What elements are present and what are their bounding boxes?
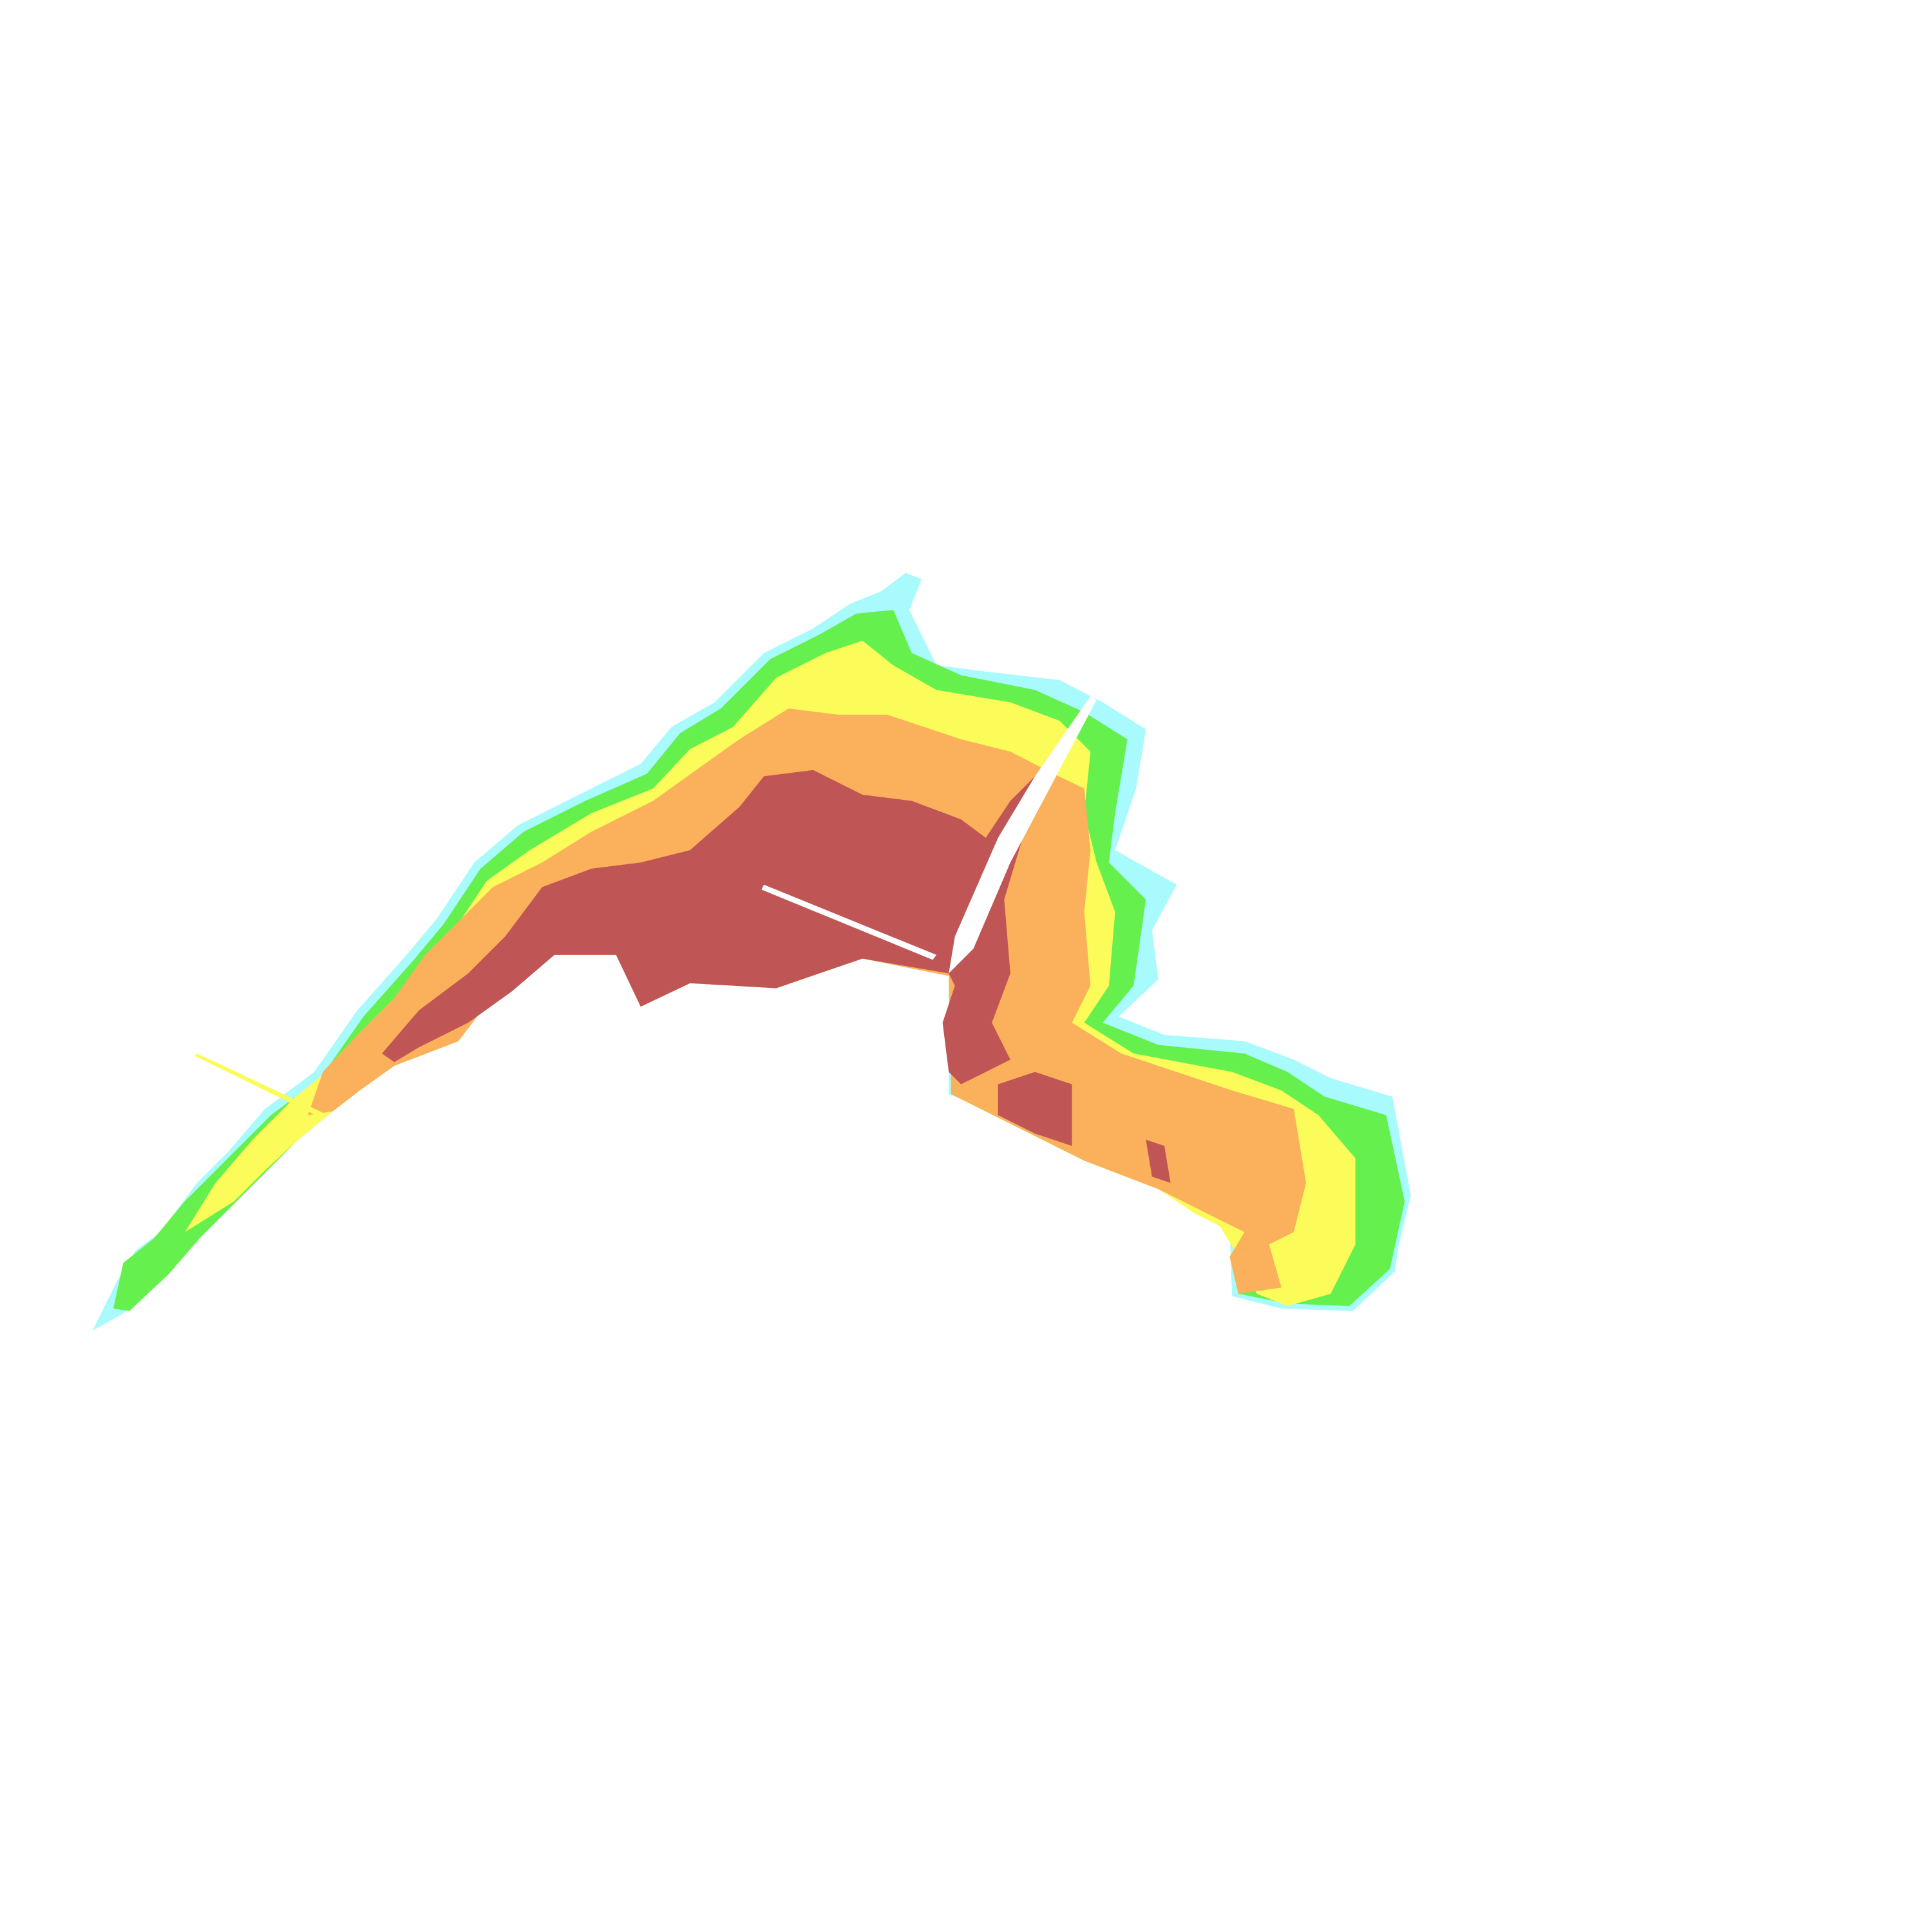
- map-layers: [92, 573, 1411, 1331]
- zone-class-5: [382, 770, 1036, 1084]
- zone-class-5-east: [998, 1072, 1072, 1146]
- zone-class-4: [308, 708, 1307, 1294]
- river-gap: [949, 696, 1097, 974]
- channel-line: [194, 1053, 323, 1118]
- road-gap: [761, 884, 937, 960]
- zone-class-5-east-2: [1146, 1139, 1171, 1183]
